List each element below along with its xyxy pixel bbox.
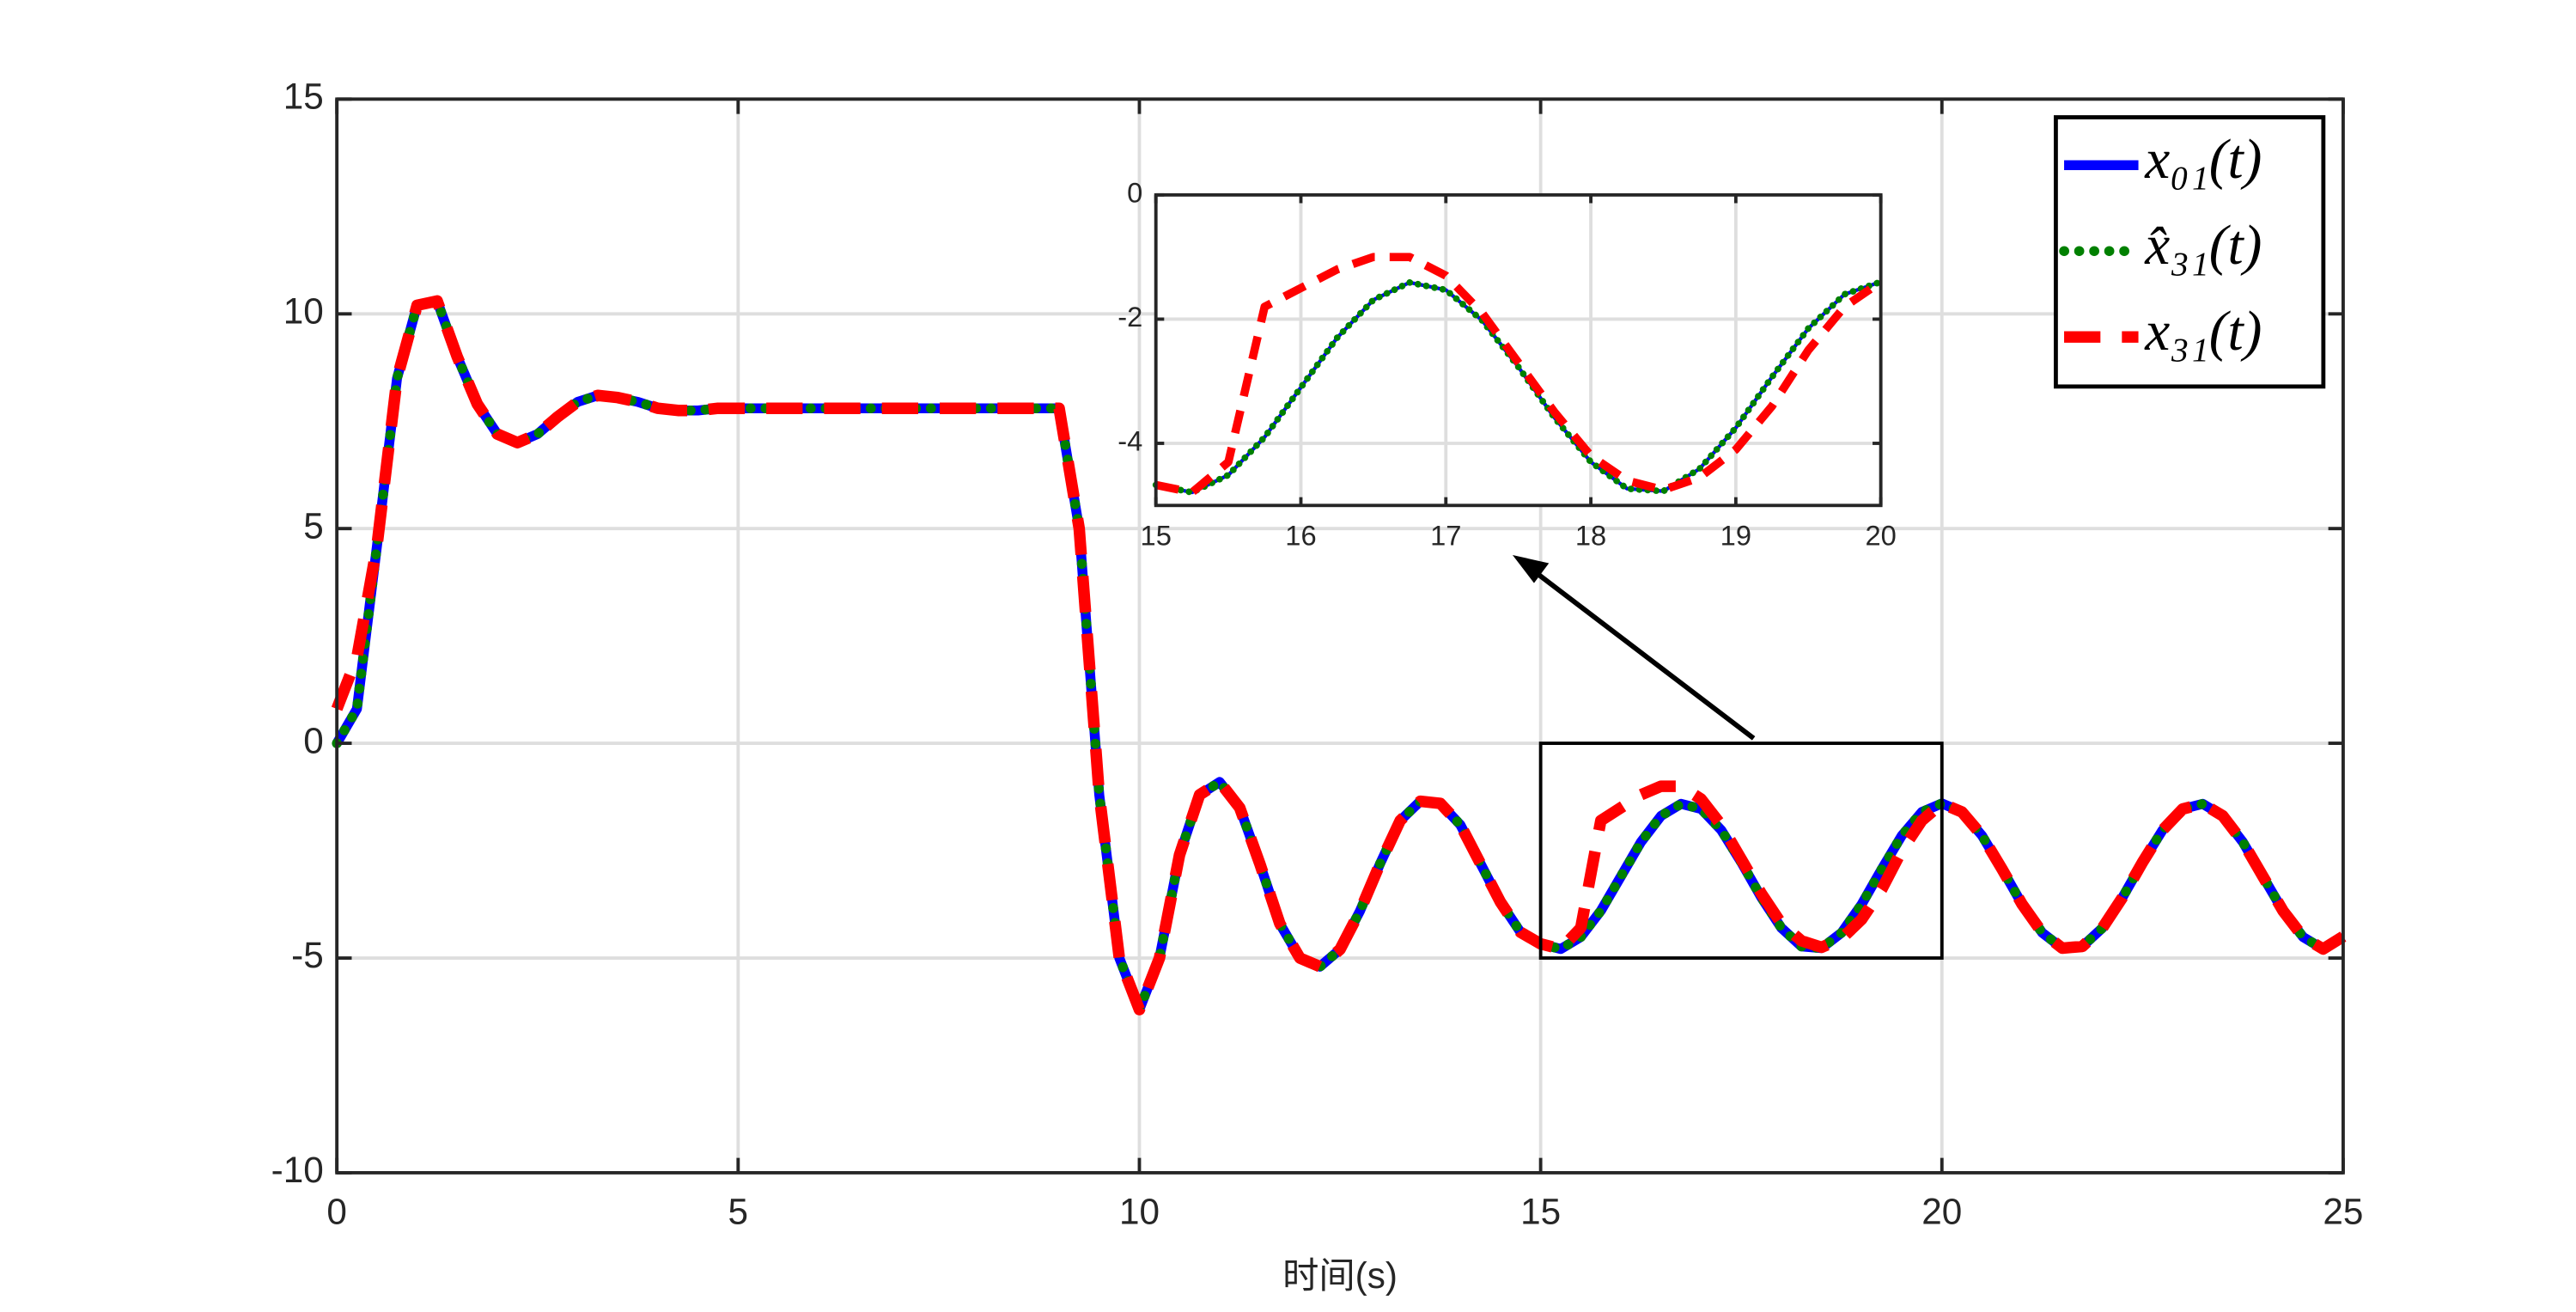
y-tick-label: 15 [283, 76, 324, 117]
y-tick-label: 0 [1127, 176, 1142, 208]
x-tick-label: 5 [728, 1192, 749, 1232]
arrow [1524, 563, 1756, 741]
series-line [1152, 278, 1885, 496]
x-tick-label: 10 [1119, 1192, 1160, 1232]
series-line [331, 295, 2347, 1016]
x-tick-label: 20 [1921, 1192, 1962, 1232]
x-tick-label: 15 [1520, 1192, 1561, 1232]
x-tick-label: 25 [2323, 1192, 2363, 1232]
y-tick-label: -4 [1117, 425, 1142, 457]
inset-axes: 15 16 17 18 19 20 -4 -2 0 [1117, 176, 1897, 551]
series-line [1154, 253, 1884, 497]
y-tick-label: 5 [303, 505, 324, 546]
x-tick-label: 18 [1575, 519, 1606, 551]
y-tick-label: 0 [303, 720, 324, 760]
y-tick-label: -5 [291, 935, 324, 975]
x-tick-label: 17 [1430, 519, 1461, 551]
x-axis-label: 时间(s) [1282, 1255, 1398, 1296]
x-tick-label: 16 [1285, 519, 1316, 551]
legend-label: x₀₁(t) [2144, 129, 2262, 191]
y-tick-label: -2 [1117, 301, 1142, 333]
x-tick-label: 19 [1720, 519, 1751, 551]
legend-label: x̂₃₁(t) [2144, 215, 2262, 277]
x-tick-label: 20 [1865, 519, 1896, 551]
arrow-head [1512, 554, 1550, 583]
plot-area [1155, 194, 1881, 506]
y-tick-label: -10 [271, 1150, 324, 1190]
legend-label: x₃₁(t) [2144, 301, 2262, 363]
x-tick-label: 15 [1141, 519, 1172, 551]
zoom-box [1538, 741, 1944, 960]
axes-box [1154, 192, 1883, 508]
y-tick-label: 10 [283, 290, 324, 331]
axes-box [335, 97, 2345, 1175]
x-tick-label: 0 [326, 1192, 347, 1232]
